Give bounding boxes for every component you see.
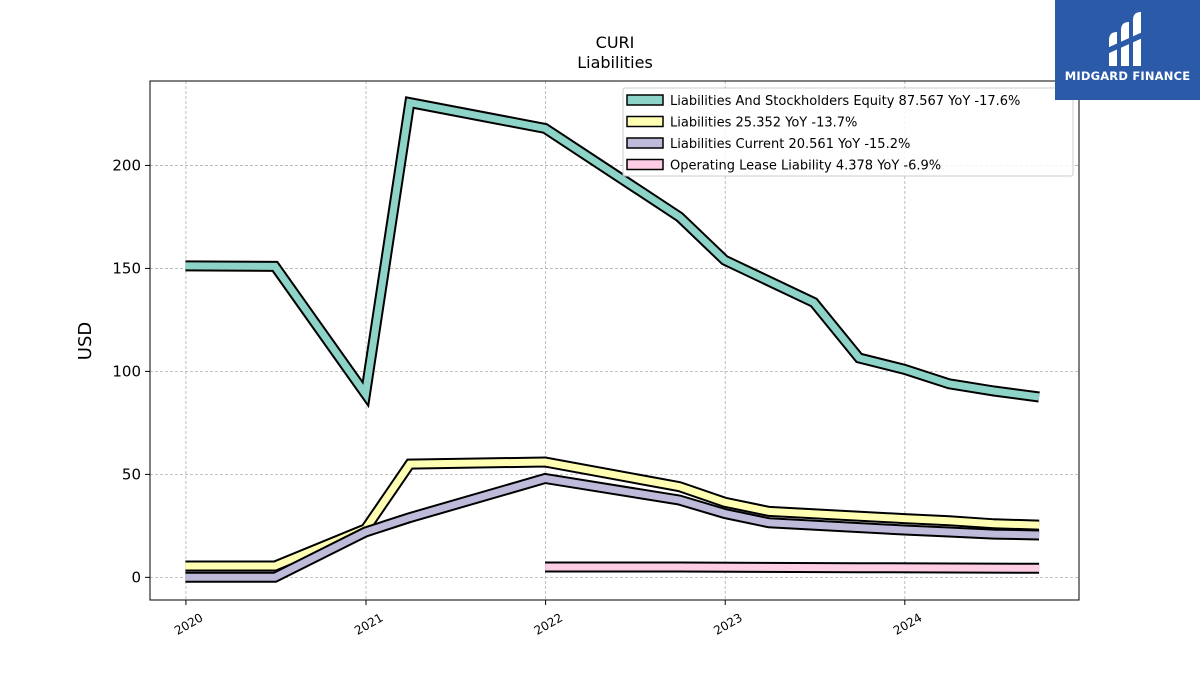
legend: Liabilities And Stockholders Equity 87.5… (622, 87, 1074, 177)
series-line (185, 474, 1040, 581)
series-line (185, 98, 1040, 404)
y-tick-label: 200 (112, 156, 141, 174)
y-tick-label: 150 (112, 259, 141, 277)
x-tick-label: 2022 (532, 610, 565, 637)
chart-title: CURI (596, 33, 635, 52)
x-axis: 2020 2021 2022 2023 2024 (172, 600, 924, 638)
x-tick-label: 2021 (352, 610, 385, 637)
x-tick-label: 2024 (891, 610, 924, 637)
plot-frame (149, 80, 1080, 601)
y-tick-label: 0 (131, 568, 141, 586)
legend-entry: Liabilities And Stockholders Equity 87.5… (670, 94, 1020, 109)
logo-mark-icon (1107, 12, 1147, 66)
brand-name: MIDGARD FINANCE (1064, 69, 1191, 83)
y-tick-label: 50 (122, 465, 141, 483)
brand-logo: MIDGARD FINANCE (1055, 0, 1200, 100)
x-tick-label: 2023 (711, 610, 744, 637)
legend-box (622, 87, 1074, 177)
legend-entry: Operating Lease Liability 4.378 YoY -6.9… (670, 159, 941, 174)
legend-entry: Liabilities Current 20.561 YoY -15.2% (670, 137, 910, 152)
x-tick-label: 2020 (172, 610, 205, 637)
legend-swatch (626, 94, 664, 106)
y-tick-label: 100 (112, 362, 141, 380)
legend-entry: Liabilities 25.352 YoY -13.7% (670, 116, 857, 131)
legend-swatch (626, 137, 664, 149)
series-layer (185, 96, 1040, 583)
series-line (545, 563, 1040, 572)
legend-swatch (626, 158, 664, 171)
legend-swatch (626, 115, 664, 128)
y-axis-label: USD (75, 322, 96, 360)
chart-subtitle: Liabilities (577, 53, 653, 72)
y-axis: 0 50 100 150 200 (112, 156, 150, 586)
